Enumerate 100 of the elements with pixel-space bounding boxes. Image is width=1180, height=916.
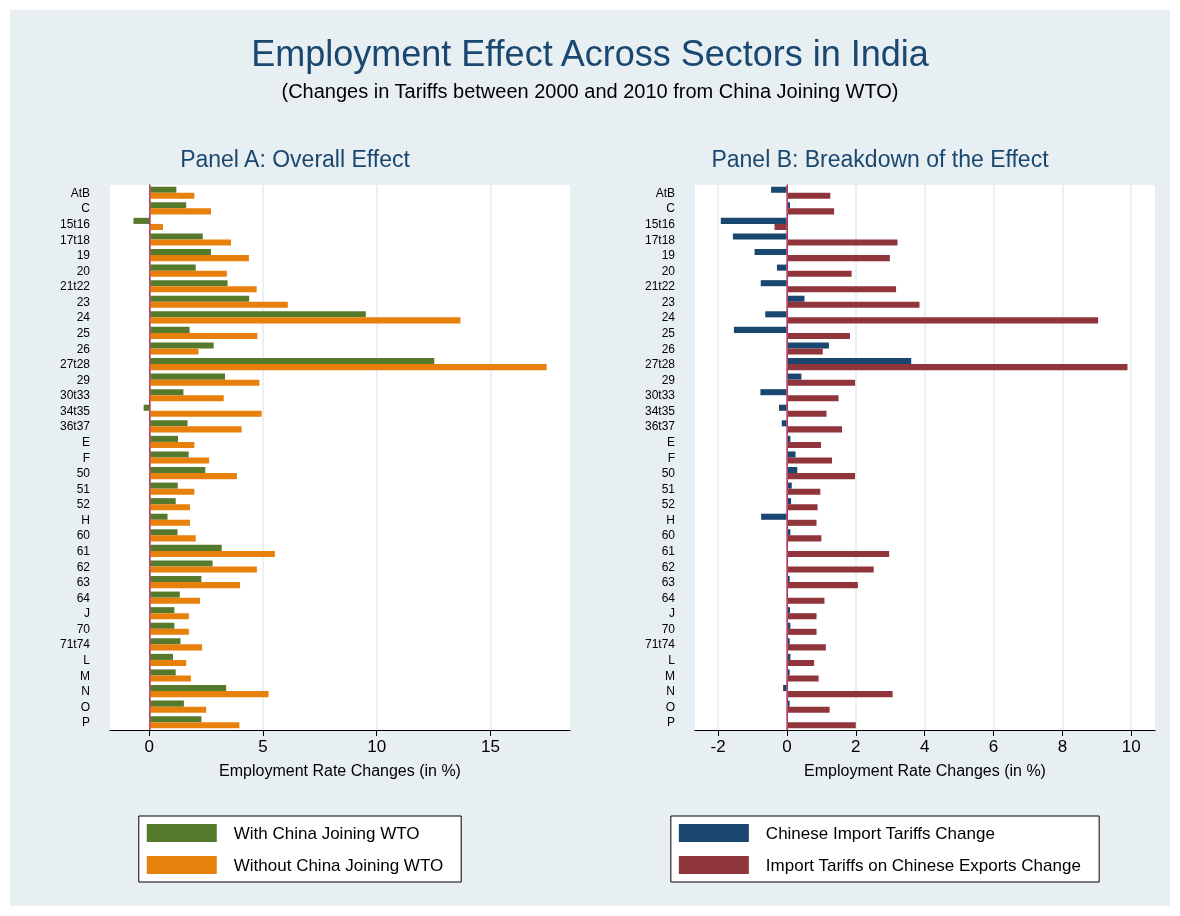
bar bbox=[786, 317, 1099, 324]
bar bbox=[786, 566, 874, 573]
y-tick-label: 24 bbox=[76, 310, 91, 325]
y-tick-label: 51 bbox=[661, 481, 676, 496]
bar bbox=[149, 566, 257, 573]
bar bbox=[786, 364, 1128, 371]
bar bbox=[149, 264, 196, 271]
y-tick-label: 71t74 bbox=[644, 637, 676, 652]
x-tick-label: 10 bbox=[367, 737, 387, 756]
bar bbox=[149, 675, 191, 682]
legend-label: With China Joining WTO bbox=[233, 823, 420, 843]
bar bbox=[149, 280, 228, 287]
legend-label: Import Tariffs on Chinese Exports Change bbox=[765, 855, 1081, 875]
bar bbox=[149, 441, 195, 448]
bar bbox=[149, 348, 199, 355]
bar bbox=[149, 482, 178, 489]
y-tick-label: H bbox=[81, 512, 90, 527]
bar bbox=[149, 420, 188, 427]
y-tick-label: 29 bbox=[661, 372, 676, 387]
y-tick-label: 24 bbox=[661, 310, 676, 325]
y-tick-label: 63 bbox=[661, 575, 676, 590]
bar bbox=[786, 301, 920, 308]
y-tick-label: 61 bbox=[76, 543, 91, 558]
y-tick-label: 50 bbox=[76, 466, 91, 481]
bar bbox=[149, 426, 242, 433]
x-tick-label: 15 bbox=[480, 737, 500, 756]
legend-label: Chinese Import Tariffs Change bbox=[765, 823, 995, 843]
y-tick-label: N bbox=[666, 684, 675, 699]
y-tick-label: 21t22 bbox=[644, 279, 676, 294]
bar bbox=[786, 659, 815, 666]
bar bbox=[733, 326, 787, 333]
bar bbox=[149, 208, 211, 215]
bar bbox=[786, 597, 825, 604]
y-tick-label: 26 bbox=[661, 341, 676, 356]
y-tick-label: AtB bbox=[655, 185, 675, 200]
bar bbox=[786, 504, 818, 511]
y-tick-label: 26 bbox=[76, 341, 91, 356]
y-tick-label: F bbox=[667, 450, 675, 465]
bar bbox=[786, 722, 856, 729]
bar bbox=[786, 342, 829, 349]
bar bbox=[149, 488, 195, 495]
bar bbox=[149, 638, 181, 645]
bar bbox=[149, 659, 187, 666]
bar bbox=[149, 389, 184, 396]
bar bbox=[786, 239, 898, 246]
x-tick-label: 0 bbox=[782, 737, 792, 756]
x-tick-label: 5 bbox=[258, 737, 268, 756]
bar bbox=[149, 722, 240, 729]
y-tick-label: 52 bbox=[76, 497, 91, 512]
bar bbox=[786, 457, 833, 464]
bar bbox=[149, 691, 269, 698]
bar bbox=[786, 348, 823, 355]
legend-label: Without China Joining WTO bbox=[233, 855, 444, 875]
x-tick-label: 8 bbox=[1057, 737, 1068, 756]
bar bbox=[149, 653, 173, 660]
bar bbox=[149, 186, 177, 193]
y-tick-label: E bbox=[666, 434, 675, 449]
bar bbox=[149, 622, 175, 629]
bar bbox=[786, 644, 826, 651]
bar bbox=[786, 332, 850, 339]
bar bbox=[761, 513, 787, 520]
bar bbox=[760, 389, 787, 396]
bar bbox=[149, 613, 189, 620]
bar bbox=[786, 535, 822, 542]
y-tick-label: 64 bbox=[76, 590, 91, 605]
y-tick-label: 36t37 bbox=[644, 419, 676, 434]
x-tick-label: 0 bbox=[144, 737, 155, 756]
y-tick-label: 63 bbox=[76, 575, 91, 590]
chart-title: Panel B: Breakdown of the Effect bbox=[711, 145, 1050, 172]
bar bbox=[149, 301, 288, 308]
bar bbox=[149, 628, 189, 635]
bar bbox=[149, 669, 176, 676]
chart-title: Panel A: Overall Effect bbox=[180, 145, 411, 172]
bar bbox=[149, 544, 222, 551]
bar bbox=[149, 295, 250, 302]
bar bbox=[760, 280, 787, 287]
y-tick-label: 19 bbox=[76, 248, 91, 263]
bar bbox=[149, 233, 203, 240]
y-tick-label: 34t35 bbox=[59, 403, 91, 418]
bar bbox=[149, 395, 224, 402]
bar bbox=[786, 473, 856, 480]
y-tick-label: 27t28 bbox=[644, 357, 676, 372]
y-tick-label: P bbox=[81, 715, 90, 730]
y-tick-label: 70 bbox=[76, 621, 91, 636]
bar bbox=[133, 217, 150, 224]
bar bbox=[149, 202, 187, 209]
bar bbox=[149, 591, 180, 598]
bar bbox=[149, 239, 231, 246]
bar bbox=[786, 192, 831, 199]
x-tick-label: -2 bbox=[710, 737, 726, 756]
y-tick-label: 70 bbox=[661, 621, 676, 636]
y-tick-label: 20 bbox=[76, 263, 91, 278]
bar bbox=[786, 255, 890, 262]
bar bbox=[786, 358, 912, 365]
bar bbox=[149, 467, 206, 474]
bar bbox=[149, 364, 547, 371]
y-tick-label: 17t18 bbox=[59, 232, 91, 247]
bar bbox=[786, 410, 827, 417]
bar bbox=[786, 519, 817, 526]
bar bbox=[149, 576, 202, 583]
